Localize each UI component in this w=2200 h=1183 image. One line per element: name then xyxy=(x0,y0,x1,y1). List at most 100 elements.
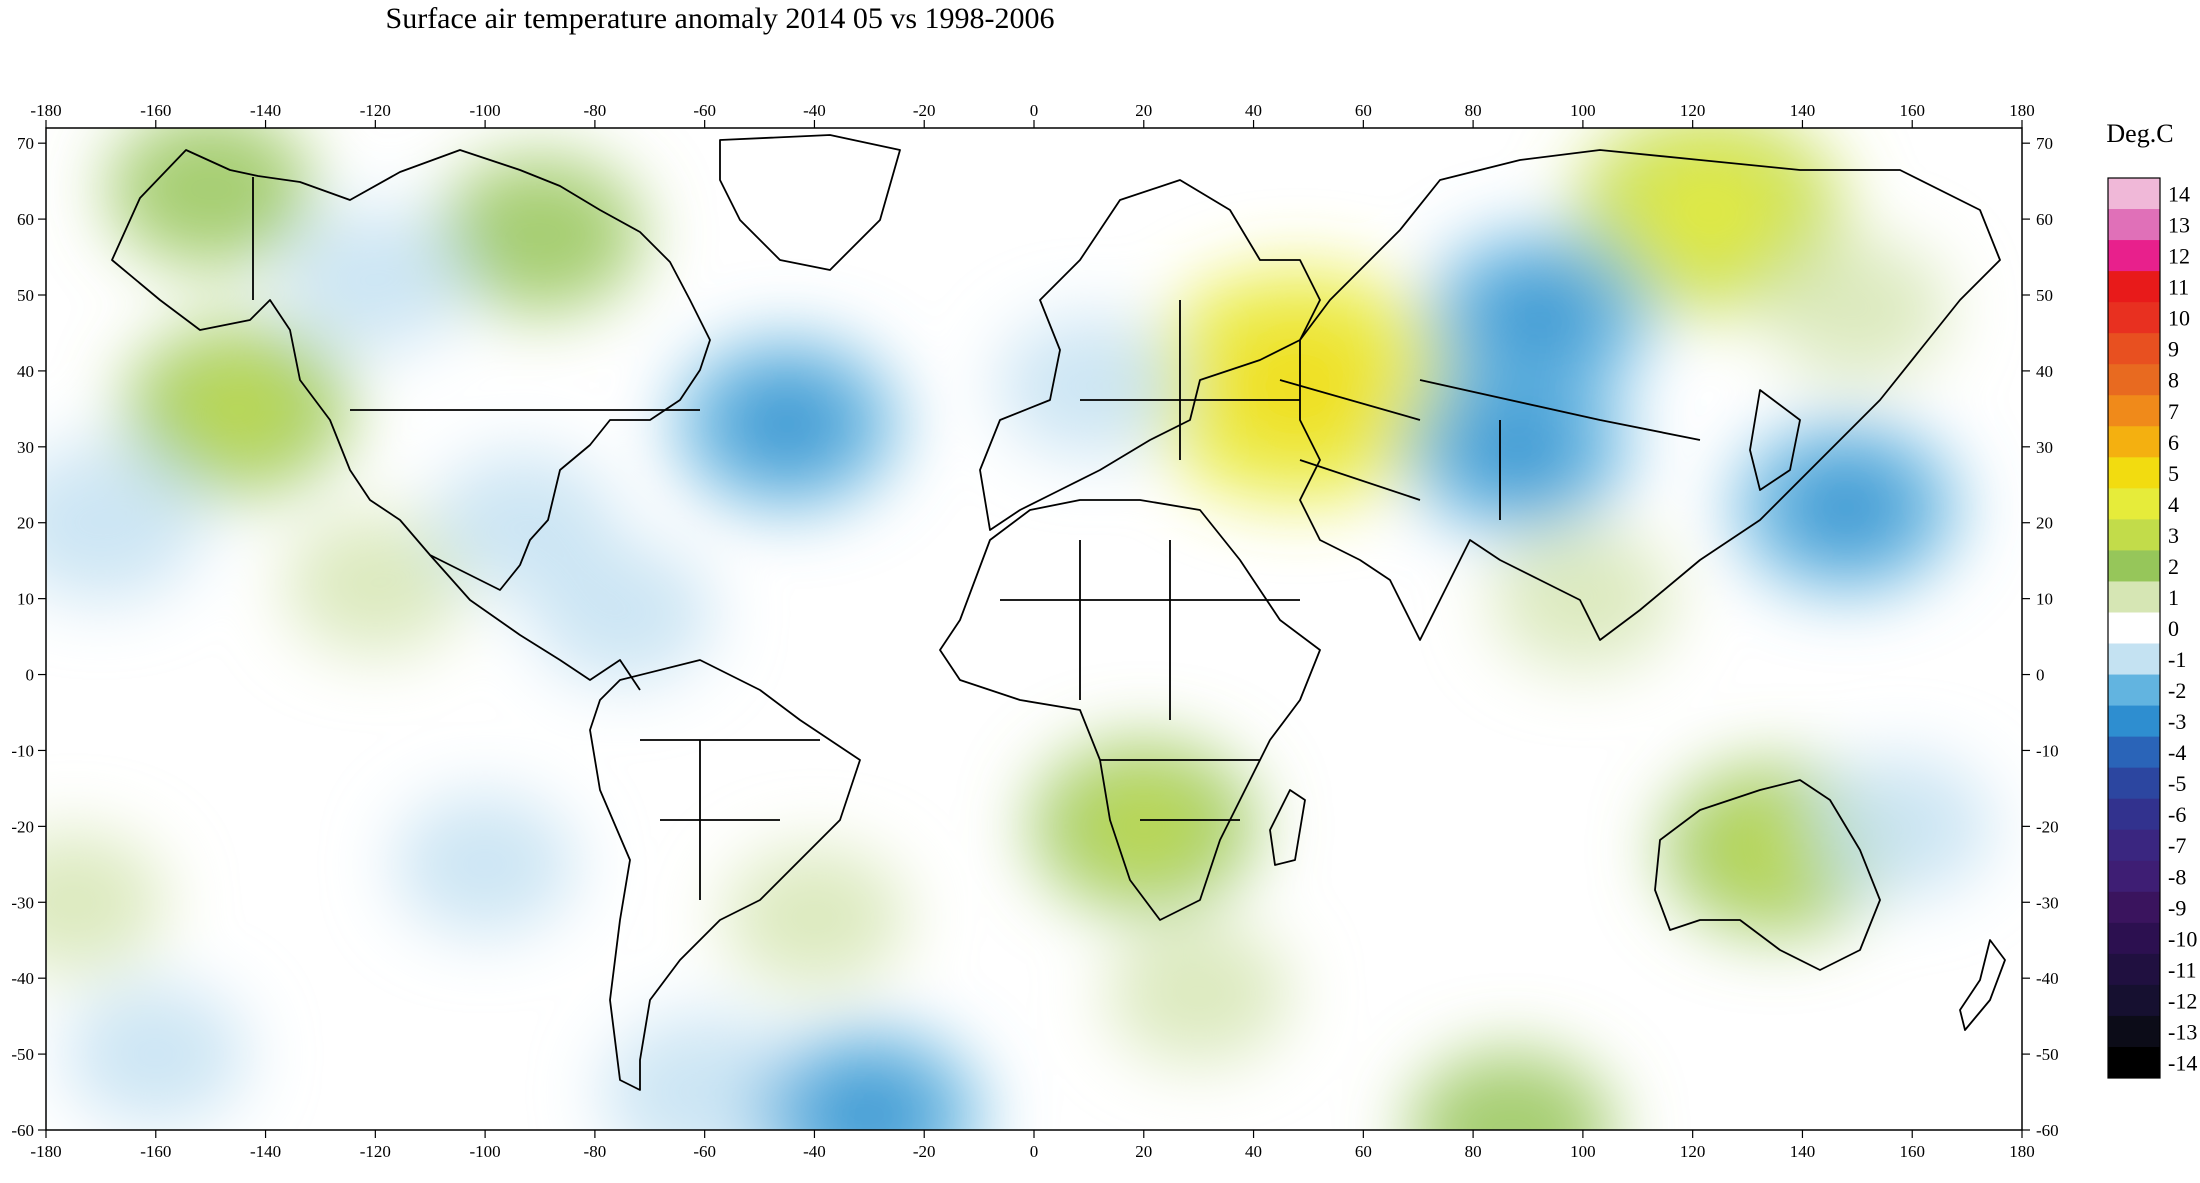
coastline-australia xyxy=(1654,779,1881,971)
colorbar-label: -4 xyxy=(2168,740,2186,765)
colorbar-label: 10 xyxy=(2168,306,2190,331)
coastlines-and-borders xyxy=(111,134,2006,1091)
colorbar-swatch xyxy=(2108,519,2160,551)
colorbar-label: -6 xyxy=(2168,802,2186,827)
anomaly-region-9 xyxy=(722,846,907,989)
coastline-asia xyxy=(1299,149,2001,641)
anomaly-region-8 xyxy=(283,512,468,655)
coastline-africa xyxy=(939,499,1321,921)
y-tick-label-left: -50 xyxy=(11,1045,34,1064)
x-tick-label-bottom: 40 xyxy=(1245,1142,1262,1161)
colorbar-label: 4 xyxy=(2168,492,2179,517)
colorbar-swatch xyxy=(2108,829,2160,862)
anomaly-region-22 xyxy=(393,793,578,936)
colorbar: Deg.C 14131211109876543210-1-2-3-4-5-6-7… xyxy=(2106,119,2197,1079)
colorbar-label: 11 xyxy=(2168,275,2189,300)
y-tick-label-right: 30 xyxy=(2036,438,2053,457)
anomaly-core-5 xyxy=(1083,778,1204,875)
colorbar-swatch xyxy=(2108,798,2160,831)
colorbar-swatch xyxy=(2108,643,2160,676)
anomaly-core-16 xyxy=(1786,459,1907,556)
x-tick-label-top: 80 xyxy=(1465,101,1482,120)
coastline-new-zealand xyxy=(1959,939,2006,1031)
colorbar-swatch xyxy=(2108,426,2160,458)
x-tick-label-top: 60 xyxy=(1355,101,1372,120)
anomaly-core-6 xyxy=(1715,801,1835,898)
anomaly-core-0 xyxy=(1217,322,1378,451)
axis-ticks xyxy=(38,120,2030,1138)
axis-tick-labels: -180-180-160-160-140-140-120-120-100-100… xyxy=(11,101,2058,1161)
coastline-central-america xyxy=(429,554,641,691)
colorbar-swatch xyxy=(2108,550,2160,582)
colorbar-label: -5 xyxy=(2168,771,2186,796)
colorbar-swatch xyxy=(2108,953,2160,986)
anomaly-region-10 xyxy=(1106,922,1291,1065)
y-tick-label-left: -60 xyxy=(11,1121,34,1140)
x-tick-label-top: -40 xyxy=(803,101,826,120)
colorbar-label: 5 xyxy=(2168,461,2179,486)
y-tick-label-left: 10 xyxy=(17,590,34,609)
colorbar-label: -8 xyxy=(2168,864,2186,889)
anomaly-core-14 xyxy=(1478,269,1599,366)
x-tick-label-bottom: -20 xyxy=(913,1142,936,1161)
y-tick-label-left: -30 xyxy=(11,893,34,912)
y-tick-label-left: 50 xyxy=(17,286,34,305)
y-tick-label-right: 70 xyxy=(2036,134,2053,153)
x-tick-label-top: 20 xyxy=(1135,101,1152,120)
colorbar-swatch xyxy=(2108,457,2160,489)
x-tick-label-bottom: 80 xyxy=(1465,1142,1482,1161)
y-tick-label-left: -10 xyxy=(11,741,34,760)
colorbar-swatch xyxy=(2108,488,2160,520)
x-tick-label-top: 140 xyxy=(1790,101,1816,120)
colorbar-swatch xyxy=(2108,922,2160,955)
anomaly-region-26 xyxy=(1809,755,1994,898)
y-tick-label-right: -40 xyxy=(2036,969,2059,988)
colorbar-swatch xyxy=(2108,767,2160,800)
colorbar-swatch xyxy=(2108,271,2160,303)
y-tick-label-left: -20 xyxy=(11,817,34,836)
colorbar-label: 13 xyxy=(2168,213,2190,238)
coastline-north-america xyxy=(111,149,711,591)
colorbar-label: -3 xyxy=(2168,709,2186,734)
colorbar-swatch xyxy=(2108,984,2160,1017)
x-tick-label-bottom: -100 xyxy=(470,1142,501,1161)
x-tick-label-bottom: -120 xyxy=(360,1142,391,1161)
colorbar-swatch xyxy=(2108,891,2160,924)
borders-eurasia xyxy=(1080,300,1701,520)
x-tick-label-bottom: -80 xyxy=(584,1142,607,1161)
colorbar-label: 0 xyxy=(2168,616,2179,641)
x-tick-label-top: -20 xyxy=(913,101,936,120)
y-tick-label-right: -20 xyxy=(2036,817,2059,836)
x-tick-label-bottom: 0 xyxy=(1030,1142,1039,1161)
x-tick-label-top: -100 xyxy=(470,101,501,120)
x-tick-label-top: 0 xyxy=(1030,101,1039,120)
colorbar-swatch xyxy=(2108,178,2160,210)
colorbar-labels: 14131211109876543210-1-2-3-4-5-6-7-8-9-1… xyxy=(2168,182,2197,1076)
colorbar-swatch xyxy=(2108,674,2160,707)
x-tick-label-bottom: 160 xyxy=(1899,1142,1925,1161)
colorbar-label: 9 xyxy=(2168,337,2179,362)
colorbar-label: 7 xyxy=(2168,399,2179,424)
colorbar-label: -10 xyxy=(2168,926,2197,951)
colorbar-border xyxy=(2107,177,2161,1079)
colorbar-label: -14 xyxy=(2168,1050,2197,1075)
x-tick-label-top: -140 xyxy=(250,101,281,120)
anomaly-region-12 xyxy=(1408,1051,1615,1130)
x-tick-label-bottom: -180 xyxy=(30,1142,61,1161)
y-tick-label-right: -30 xyxy=(2036,893,2059,912)
x-tick-label-top: 40 xyxy=(1245,101,1262,120)
anomaly-region-3 xyxy=(107,128,314,268)
anomaly-region-18 xyxy=(46,443,204,602)
anomaly-core-1 xyxy=(1639,155,1780,268)
coastline-europe xyxy=(979,179,1321,531)
y-tick-label-left: 70 xyxy=(17,134,34,153)
border-canada-us xyxy=(252,177,700,411)
x-tick-label-top: -80 xyxy=(584,101,607,120)
anomaly-core-24 xyxy=(809,1066,930,1130)
y-tick-label-left: 20 xyxy=(17,514,34,533)
colorbar-label: 14 xyxy=(2168,182,2190,207)
y-tick-label-right: 20 xyxy=(2036,514,2053,533)
y-tick-label-left: 0 xyxy=(26,666,35,685)
colorbar-label: 8 xyxy=(2168,368,2179,393)
